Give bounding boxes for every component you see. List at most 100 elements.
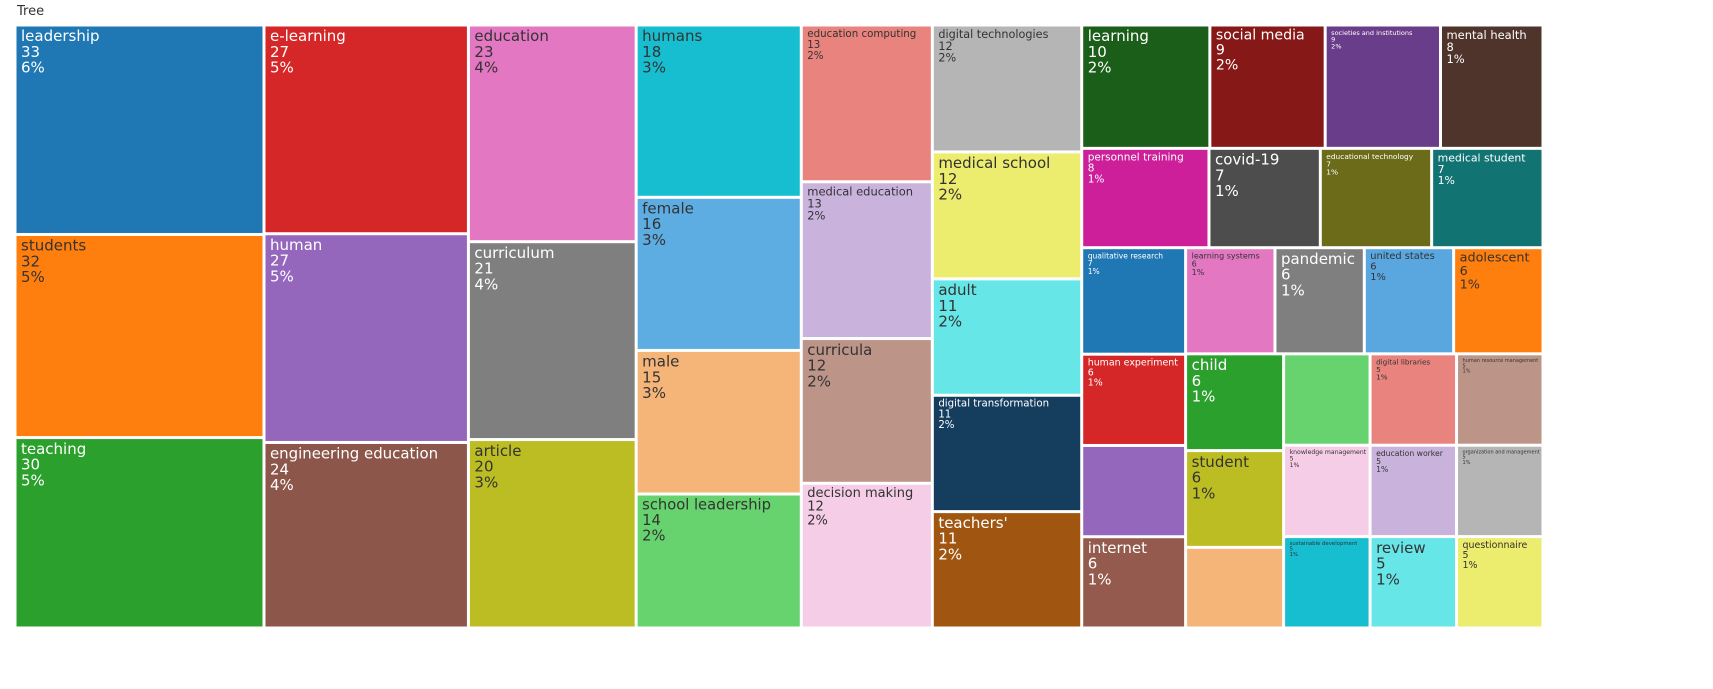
tile-value: 32: [21, 252, 40, 270]
tile: [1371, 446, 1456, 536]
tile-value: 15: [642, 368, 661, 386]
tile-share: 2%: [807, 372, 831, 390]
tile-value: 5: [1463, 550, 1469, 561]
tile-share: 1%: [1376, 465, 1388, 474]
tile-share: 4%: [474, 275, 498, 293]
tile: [1285, 446, 1369, 536]
tile-label: school leadership: [642, 496, 771, 513]
tile-share: 2%: [938, 420, 954, 431]
tile-label: digital libraries: [1376, 357, 1430, 366]
tile-value: 9: [1216, 42, 1225, 58]
tile-label: knowledge management: [1290, 449, 1367, 456]
tile-share: 2%: [1216, 57, 1238, 73]
tile-share: 1%: [1088, 570, 1112, 588]
tile-value: 6: [1370, 261, 1376, 272]
tile-value: 7: [1438, 163, 1445, 176]
tile: [469, 441, 635, 627]
tile-label: digital technologies: [938, 28, 1048, 41]
tile-value: 16: [642, 215, 661, 233]
tile-label: questionnaire: [1463, 540, 1528, 551]
tile-value: 12: [807, 357, 826, 375]
tile-label: adolescent: [1460, 250, 1530, 265]
tile-share: 2%: [807, 209, 825, 223]
tile: [802, 340, 931, 482]
tile: [1371, 355, 1456, 444]
tile-share: 1%: [1326, 168, 1338, 177]
tile-share: 3%: [642, 231, 666, 249]
tile-value: 33: [21, 43, 40, 61]
tile-value: 11: [938, 530, 957, 548]
tile-share: 2%: [807, 513, 828, 528]
tile-share: 6%: [21, 59, 45, 77]
tile-value: 7: [1088, 259, 1093, 268]
tile-value: 7: [1326, 160, 1331, 169]
tile-label: medical school: [938, 154, 1050, 172]
tile-share: 2%: [938, 186, 962, 204]
tile-value: 10: [1088, 43, 1107, 61]
tile: [1187, 355, 1283, 450]
tile-share: 1%: [1463, 560, 1478, 571]
tile-label: students: [21, 237, 86, 255]
tile-value: 14: [642, 512, 661, 529]
tile: [1321, 149, 1431, 247]
tile-share: 2%: [1331, 43, 1341, 51]
tile-value: 21: [474, 260, 493, 278]
tile: [1276, 249, 1363, 353]
tile-share: 2%: [938, 545, 962, 563]
tile-share: 1%: [1370, 272, 1386, 283]
tile-share: 4%: [270, 476, 294, 494]
tile-label: decision making: [807, 486, 913, 501]
tile: [802, 26, 931, 181]
tile-value: 11: [938, 297, 957, 315]
tile-label: education computing: [807, 28, 916, 40]
tile-label: human: [270, 236, 322, 254]
tile-share: 5%: [270, 59, 294, 77]
tile-value: 6: [1192, 469, 1202, 487]
tile-label: education: [474, 27, 548, 45]
tile-label: male: [642, 353, 679, 371]
tile-label: review: [1376, 539, 1426, 557]
tile-value: 24: [270, 460, 289, 478]
tile-label: qualitative research: [1088, 251, 1164, 260]
tile-label: pandemic: [1281, 250, 1355, 268]
tile: [265, 443, 467, 627]
tile-share: 4%: [474, 59, 498, 77]
tile-value: 5: [1463, 455, 1466, 461]
chart-title: Tree: [16, 4, 44, 19]
tile-value: 12: [938, 170, 957, 188]
tile-value: 5: [1290, 456, 1294, 463]
tile-label: social media: [1216, 28, 1305, 44]
tile-value: 6: [1192, 260, 1197, 269]
tile-value: 5: [1376, 555, 1386, 573]
tile: [933, 396, 1081, 511]
tile-label: female: [642, 199, 694, 217]
tile-value: 5: [1463, 363, 1466, 369]
tile-label: learning: [1088, 27, 1149, 45]
tile-label: educational technology: [1326, 152, 1413, 161]
tile: [469, 243, 635, 439]
tile-value: 20: [474, 458, 493, 476]
tile-share: 1%: [1215, 182, 1239, 200]
tile-value: 12: [807, 500, 824, 515]
tile-label: societies and institutions: [1331, 29, 1413, 37]
tile: [1210, 149, 1319, 247]
tile-value: 27: [270, 252, 289, 270]
tile-share: 1%: [1088, 267, 1100, 276]
tile: [16, 26, 263, 233]
tile: [933, 513, 1081, 627]
tile: [1458, 355, 1542, 444]
tile-value: 23: [474, 43, 493, 61]
tile-label: human experiment: [1088, 358, 1179, 369]
tile-value: 12: [938, 40, 952, 53]
tile: [16, 439, 263, 627]
tile-label: teachers': [938, 514, 1007, 532]
tile-value: 9: [1331, 36, 1335, 44]
tile-share: 2%: [642, 527, 665, 544]
tile-label: curriculum: [474, 244, 554, 262]
tile-value: 6: [1088, 555, 1098, 573]
tile-share: 1%: [1463, 369, 1471, 375]
tile: [1371, 538, 1456, 627]
tile-share: 1%: [1192, 388, 1216, 406]
tile-share: 1%: [1290, 462, 1300, 469]
